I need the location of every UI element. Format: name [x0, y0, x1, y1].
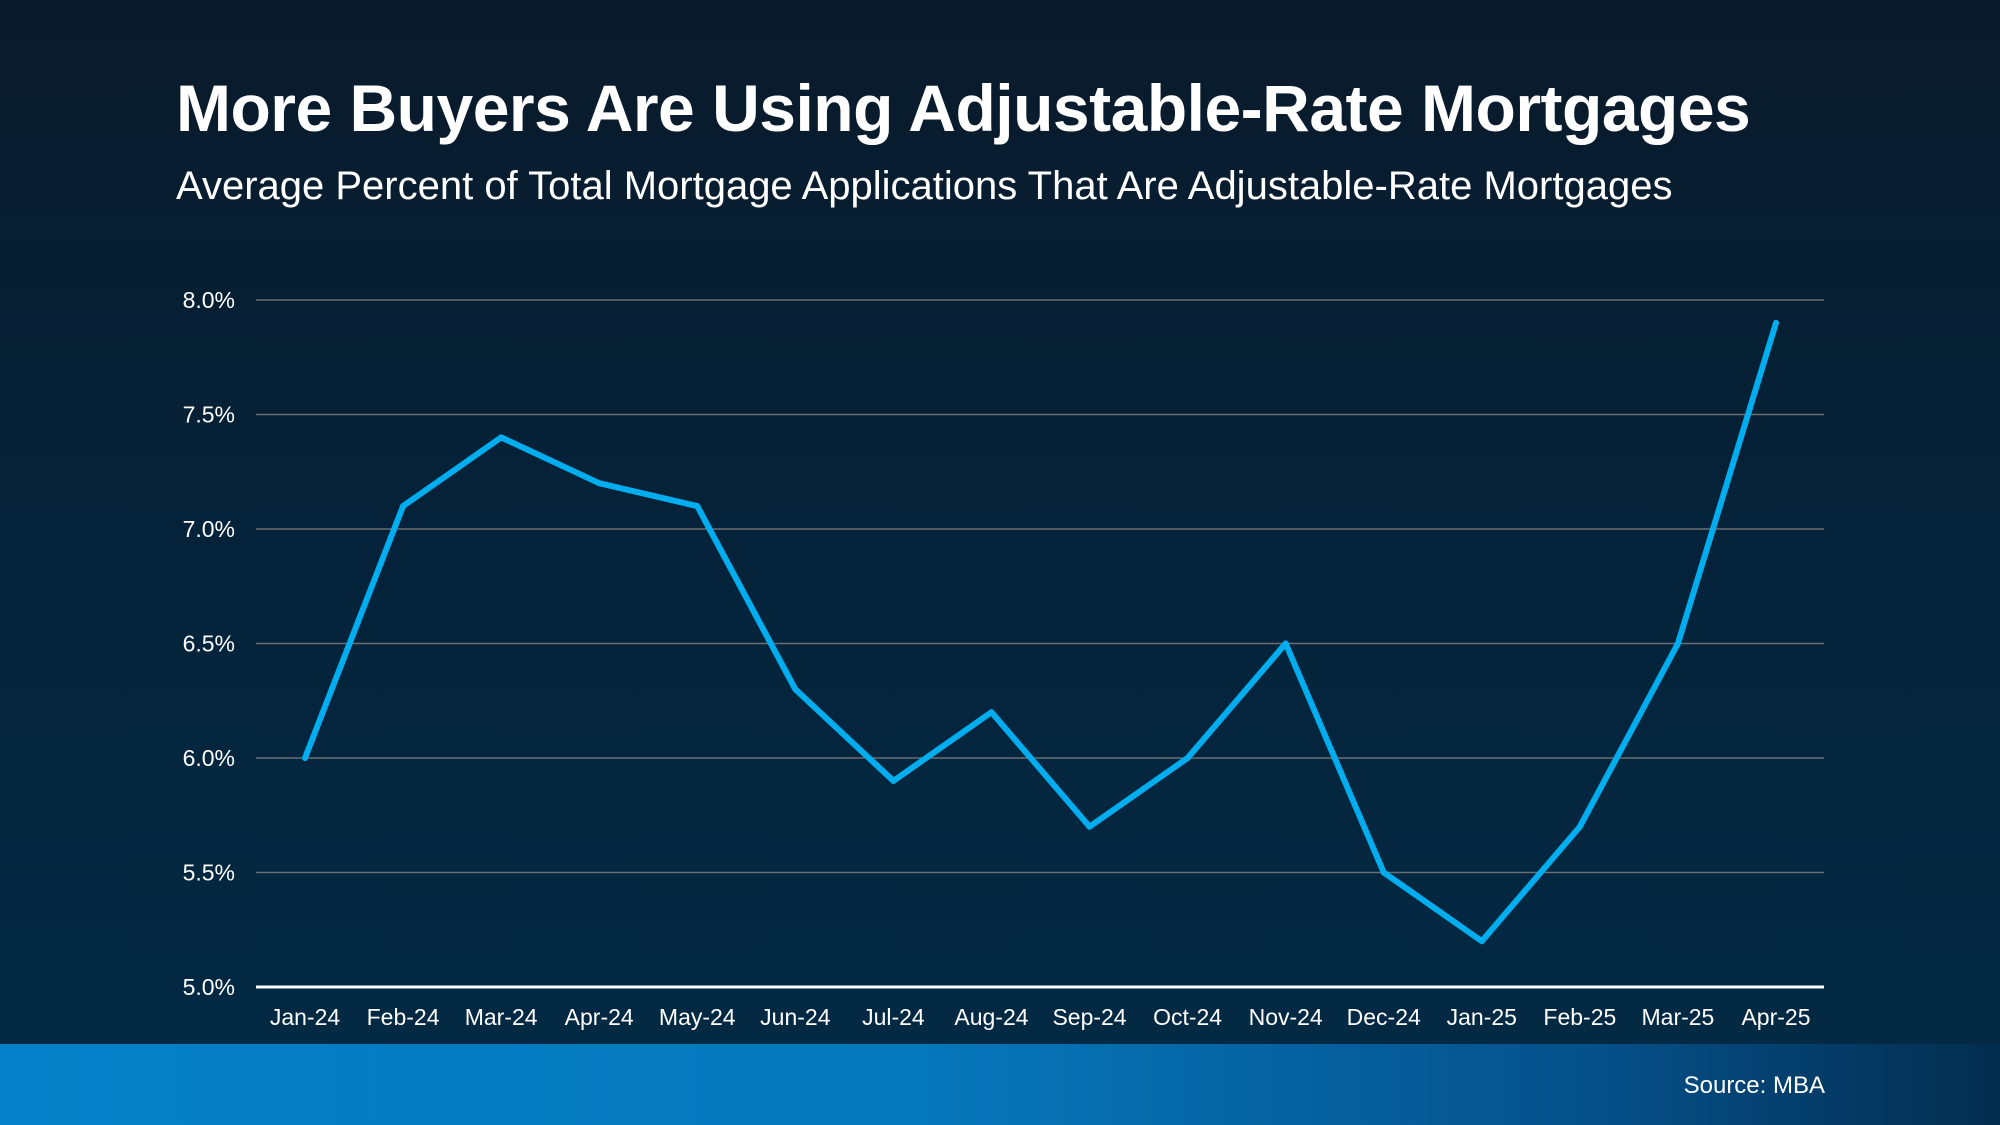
- x-tick-label: Mar-25: [1642, 1004, 1715, 1030]
- y-tick-label: 5.5%: [183, 860, 235, 886]
- x-tick-label: Mar-24: [465, 1004, 538, 1030]
- x-tick-label: Nov-24: [1249, 1004, 1323, 1030]
- footer-band: [0, 1044, 2000, 1125]
- data-point: [988, 709, 995, 716]
- x-tick-label: Jan-24: [270, 1004, 341, 1030]
- data-point: [498, 434, 505, 441]
- data-point: [596, 480, 603, 487]
- data-point: [694, 503, 701, 510]
- x-tick-label: Jan-25: [1447, 1004, 1517, 1030]
- y-tick-label: 7.5%: [183, 402, 235, 428]
- x-tick-label: Jun-24: [760, 1004, 831, 1030]
- data-point: [1773, 319, 1779, 326]
- x-tick-label: Apr-24: [565, 1004, 634, 1030]
- data-point: [1674, 640, 1681, 647]
- x-tick-label: Feb-25: [1543, 1004, 1616, 1030]
- y-tick-label: 7.0%: [183, 516, 235, 542]
- x-tick-label: Aug-24: [954, 1004, 1028, 1030]
- series-line: [302, 319, 1779, 945]
- y-tick-label: 5.0%: [183, 974, 235, 1000]
- chart-subtitle: Average Percent of Total Mortgage Applic…: [176, 164, 1673, 208]
- x-tick-label: Dec-24: [1347, 1004, 1421, 1030]
- data-point: [890, 777, 897, 784]
- x-tick-label: Oct-24: [1153, 1004, 1222, 1030]
- data-point: [1282, 640, 1289, 647]
- data-point: [1576, 823, 1583, 830]
- source-label: Source: MBA: [1683, 1072, 1825, 1099]
- data-point: [1478, 938, 1485, 945]
- y-tick-label: 6.5%: [183, 631, 235, 657]
- data-point: [792, 686, 799, 693]
- data-point: [400, 503, 407, 510]
- data-point: [1184, 755, 1191, 761]
- x-tick-label: May-24: [659, 1004, 736, 1030]
- x-tick-label: Feb-24: [367, 1004, 440, 1030]
- y-tick-label: 8.0%: [183, 287, 235, 313]
- y-tick-label: 6.0%: [183, 745, 235, 771]
- data-point: [1086, 823, 1093, 830]
- data-point: [302, 755, 308, 761]
- chart-title: More Buyers Are Using Adjustable-Rate Mo…: [176, 71, 1751, 145]
- data-point: [1380, 869, 1387, 876]
- x-tick-label: Apr-25: [1741, 1004, 1810, 1030]
- x-tick-label: Jul-24: [862, 1004, 925, 1030]
- x-tick-label: Sep-24: [1052, 1004, 1126, 1030]
